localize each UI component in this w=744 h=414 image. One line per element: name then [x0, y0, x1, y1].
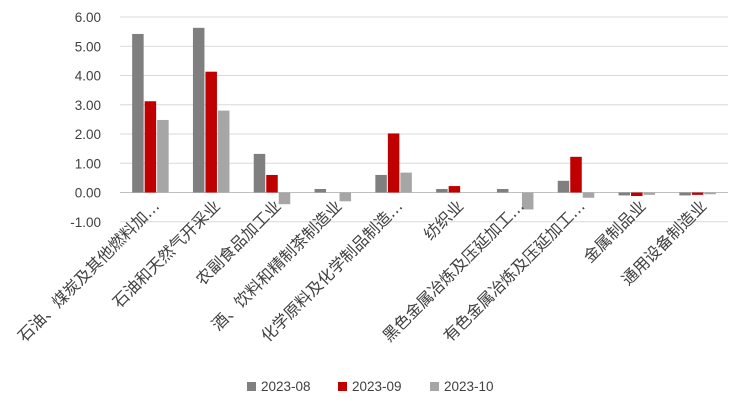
legend-label: 2023-08 [261, 379, 311, 394]
y-tick-label: -1.00 [70, 215, 101, 230]
x-category-label: 石油和天然气开采业 [109, 196, 224, 311]
bar-5-2023-09 [387, 133, 400, 193]
bar-10-2023-08 [679, 192, 691, 196]
y-axis-ticks: 6.00 5.00 4.00 3.00 2.00 1.00 0.00 -1.00 [70, 10, 101, 230]
bar-3-2023-08 [253, 153, 266, 193]
bar-8-2023-09 [570, 156, 582, 193]
bar-4-2023-08 [314, 188, 327, 193]
bar-2-2023-08 [192, 27, 205, 193]
bar-10-2023-10 [704, 192, 716, 195]
bar-1-2023-08 [132, 33, 144, 193]
bar-2-2023-09 [205, 71, 217, 193]
y-tick-label: 3.00 [75, 98, 101, 113]
bar-6-2023-09 [448, 186, 461, 193]
bar-7-2023-08 [496, 188, 509, 193]
y-tick-label: 1.00 [75, 156, 101, 171]
legend-label: 2023-10 [444, 379, 494, 394]
y-tick-label: 4.00 [75, 69, 101, 84]
bar-2-2023-10 [217, 110, 230, 193]
y-tick-label: 6.00 [75, 10, 101, 25]
y-tick-label: 5.00 [75, 39, 101, 54]
legend: 2023-08 2023-09 2023-10 [247, 379, 494, 394]
y-tick-label: 2.00 [75, 127, 101, 142]
legend-swatch [338, 382, 347, 391]
bars [132, 27, 716, 210]
bar-3-2023-10 [278, 192, 291, 205]
bar-8-2023-10 [582, 192, 595, 198]
legend-swatch [430, 382, 439, 391]
bar-3-2023-09 [266, 174, 278, 193]
x-axis-categories: 石油、煤炭及其他燃料加…石油和天然气开采业农副食品加工业酒、饮料和精制茶制造业化… [14, 196, 710, 345]
bar-8-2023-08 [557, 180, 570, 193]
x-category-label: 纺织业 [420, 196, 467, 243]
legend-label: 2023-09 [352, 379, 402, 394]
bar-7-2023-10 [521, 192, 534, 210]
bar-9-2023-10 [643, 192, 656, 195]
bar-9-2023-08 [618, 192, 631, 196]
bar-1-2023-09 [144, 101, 157, 193]
bar-1-2023-10 [157, 119, 169, 193]
bar-5-2023-10 [400, 172, 412, 193]
y-tick-label: 0.00 [75, 186, 101, 201]
bar-9-2023-09 [631, 192, 643, 197]
bar-6-2023-08 [436, 188, 448, 193]
bar-10-2023-09 [691, 192, 704, 195]
bar-5-2023-08 [375, 174, 387, 193]
bar-4-2023-10 [339, 192, 352, 202]
legend-swatch [247, 382, 256, 391]
